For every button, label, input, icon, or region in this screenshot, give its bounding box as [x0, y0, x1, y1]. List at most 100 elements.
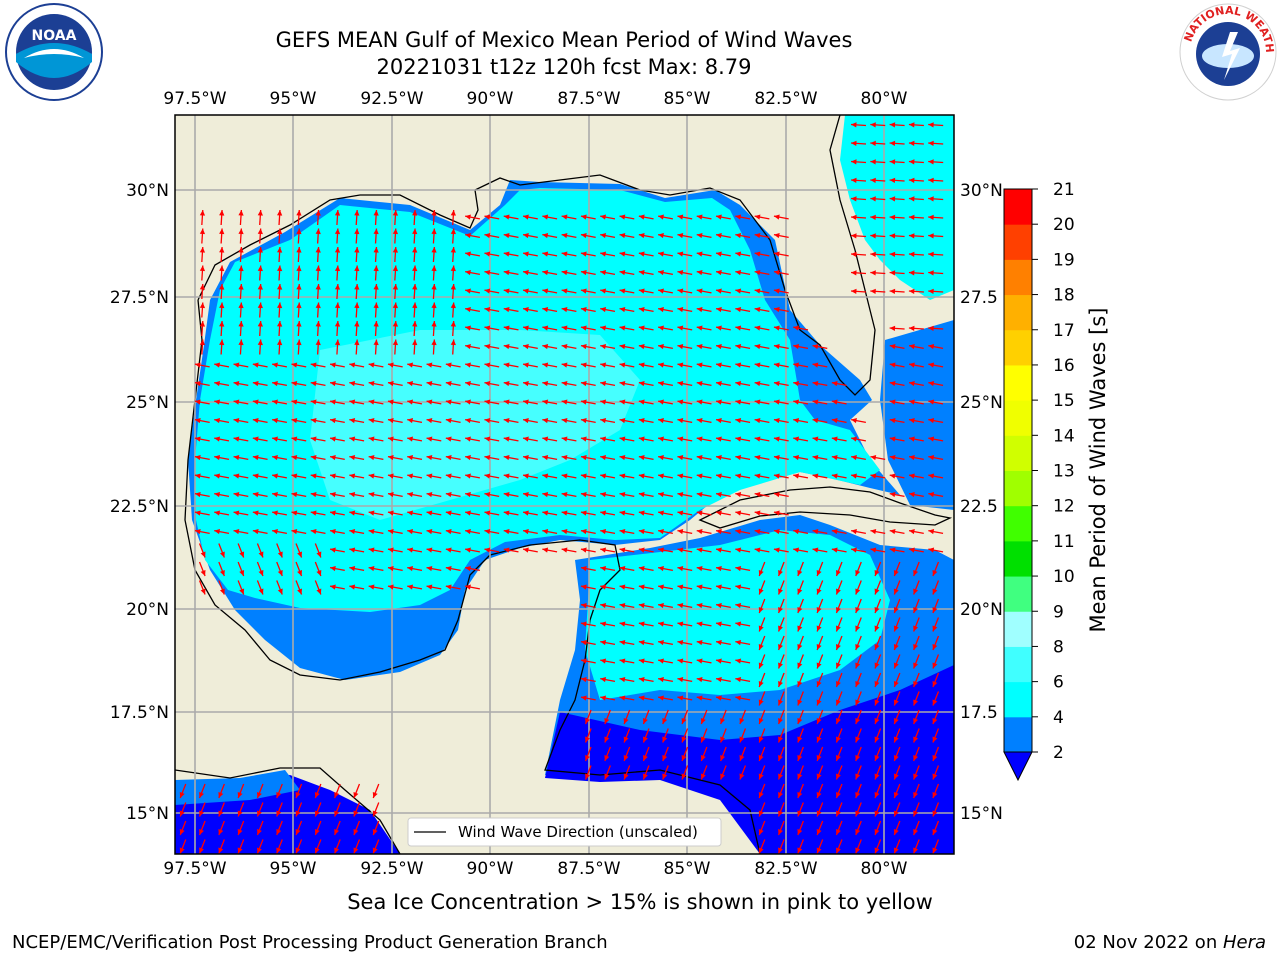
wind-wave-arrowhead [353, 847, 359, 854]
wind-wave-arrowhead [735, 658, 742, 664]
wind-wave-arrowhead [392, 284, 399, 290]
colorbar-tick-label: 8 [1053, 637, 1064, 657]
wind-wave-arrowhead [619, 695, 626, 701]
wind-wave-arrowhead [214, 455, 221, 461]
wind-wave-arrowhead [445, 492, 452, 498]
wind-wave-arrowhead [200, 551, 206, 558]
wind-wave-arrowhead [387, 547, 394, 553]
wind-wave-arrowhead [407, 436, 414, 442]
colorbar-tick-label: 11 [1053, 532, 1075, 552]
wind-wave-arrowhead [194, 473, 201, 479]
wind-wave-arrowhead [334, 228, 341, 235]
map-subtitle: 20221031 t12z 120h fcst Max: 8.79 [376, 55, 752, 79]
wind-wave-arrowhead [874, 606, 880, 613]
colorbar-extend-arrow [1003, 751, 1033, 782]
wind-wave-arrowhead [431, 210, 437, 216]
wind-wave-arrowhead [450, 284, 456, 290]
wind-wave-arrowhead [681, 736, 687, 743]
wind-wave-arrowhead [314, 828, 320, 835]
wind-wave-arrowhead [658, 214, 664, 220]
wind-wave-arrowhead [484, 510, 491, 516]
wind-wave-arrowhead [696, 677, 703, 683]
wind-wave-arrowhead [889, 122, 896, 128]
wind-wave-arrowhead [623, 754, 629, 761]
wind-wave-arrowhead [913, 773, 919, 780]
colorbar-tick-label: 13 [1053, 462, 1075, 482]
wind-wave-arrowhead [310, 529, 317, 535]
wind-wave-arrowhead [754, 418, 761, 424]
wind-wave-arrowhead [855, 773, 861, 780]
wind-wave-arrowhead [199, 847, 204, 854]
wind-wave-arrowhead [870, 196, 876, 202]
wind-wave-arrowhead [816, 606, 822, 613]
wind-wave-arrowhead [739, 736, 745, 743]
wind-wave-arrowhead [503, 436, 510, 442]
wind-wave-arrowhead [580, 584, 587, 590]
wind-wave-arrowhead [334, 339, 341, 346]
wind-wave-arrowhead [889, 473, 896, 479]
wind-wave-arrowhead [219, 321, 225, 327]
wind-wave-arrowhead [638, 695, 645, 701]
wind-wave-arrowhead [928, 547, 935, 553]
wind-wave-arrowhead [426, 455, 433, 461]
wind-wave-arrowhead [913, 662, 919, 669]
wind-wave-arrowhead [296, 339, 302, 346]
wind-wave-arrowhead [812, 473, 819, 479]
wind-wave-arrowhead [638, 418, 645, 424]
wind-wave-arrowhead [797, 588, 803, 595]
wind-wave-arrowhead [199, 247, 206, 253]
wind-wave-arrowhead [373, 210, 379, 216]
wind-wave-arrowhead [296, 284, 302, 290]
wind-wave-arrowhead [233, 381, 240, 387]
wind-wave-arrowhead [893, 847, 899, 854]
wind-wave-arrowhead [431, 247, 437, 253]
wind-wave-arrowhead [368, 473, 375, 479]
wind-wave-arrowhead [893, 699, 899, 706]
wind-wave-arrowhead [387, 492, 394, 498]
wind-wave-arrowhead [855, 717, 861, 724]
wind-wave-arrowhead [445, 566, 452, 572]
wind-wave-arrowhead [277, 321, 283, 327]
wind-wave-arrowhead [928, 177, 934, 183]
wind-wave-arrowhead [291, 362, 298, 368]
wind-wave-arrowhead [600, 362, 607, 368]
wind-wave-arrowhead [368, 436, 375, 442]
wind-wave-arrowhead [913, 754, 919, 761]
wind-wave-arrowhead [372, 810, 378, 817]
wind-wave-arrowhead [600, 603, 607, 609]
wind-wave-arrowhead [913, 606, 919, 613]
wind-wave-arrowhead [855, 810, 861, 817]
wind-wave-arrowhead [928, 473, 935, 479]
wind-wave-arrowhead [426, 381, 433, 387]
wind-wave-arrowhead [812, 418, 819, 424]
wind-wave-arrowhead [638, 455, 645, 461]
wind-wave-arrowhead [928, 122, 934, 128]
wind-wave-arrowhead [696, 399, 703, 405]
wind-wave-arrowhead [874, 754, 880, 761]
wind-wave-arrowhead [696, 584, 703, 590]
lat-label-left: 20°N [126, 600, 169, 620]
wind-wave-arrowhead [739, 754, 745, 761]
wind-wave-arrowhead [870, 547, 877, 553]
wind-wave-arrowhead [758, 754, 764, 761]
wind-wave-arrowhead [855, 680, 861, 687]
wind-wave-arrowhead [677, 362, 684, 368]
wind-wave-arrowhead [658, 288, 664, 294]
wind-wave-arrowhead [218, 791, 224, 798]
wind-wave-arrowhead [932, 680, 938, 687]
wind-wave-arrowhead [330, 510, 336, 516]
wind-wave-arrowhead [368, 547, 375, 553]
wind-wave-arrowhead [793, 436, 800, 442]
wind-wave-arrowhead [387, 510, 394, 516]
wind-wave-arrowhead [778, 625, 783, 632]
wind-wave-arrowhead [412, 284, 418, 290]
wind-wave-arrowhead [909, 399, 915, 405]
wind-wave-arrowhead [353, 810, 359, 817]
wind-wave-arrowhead [913, 699, 919, 706]
wind-wave-arrowhead [754, 270, 761, 276]
wind-wave-arrowhead [214, 381, 221, 387]
wind-wave-arrowhead [295, 810, 301, 817]
wind-wave-arrowhead [677, 214, 684, 220]
wind-wave-arrowhead [696, 325, 703, 331]
wind-wave-arrowhead [874, 569, 880, 576]
